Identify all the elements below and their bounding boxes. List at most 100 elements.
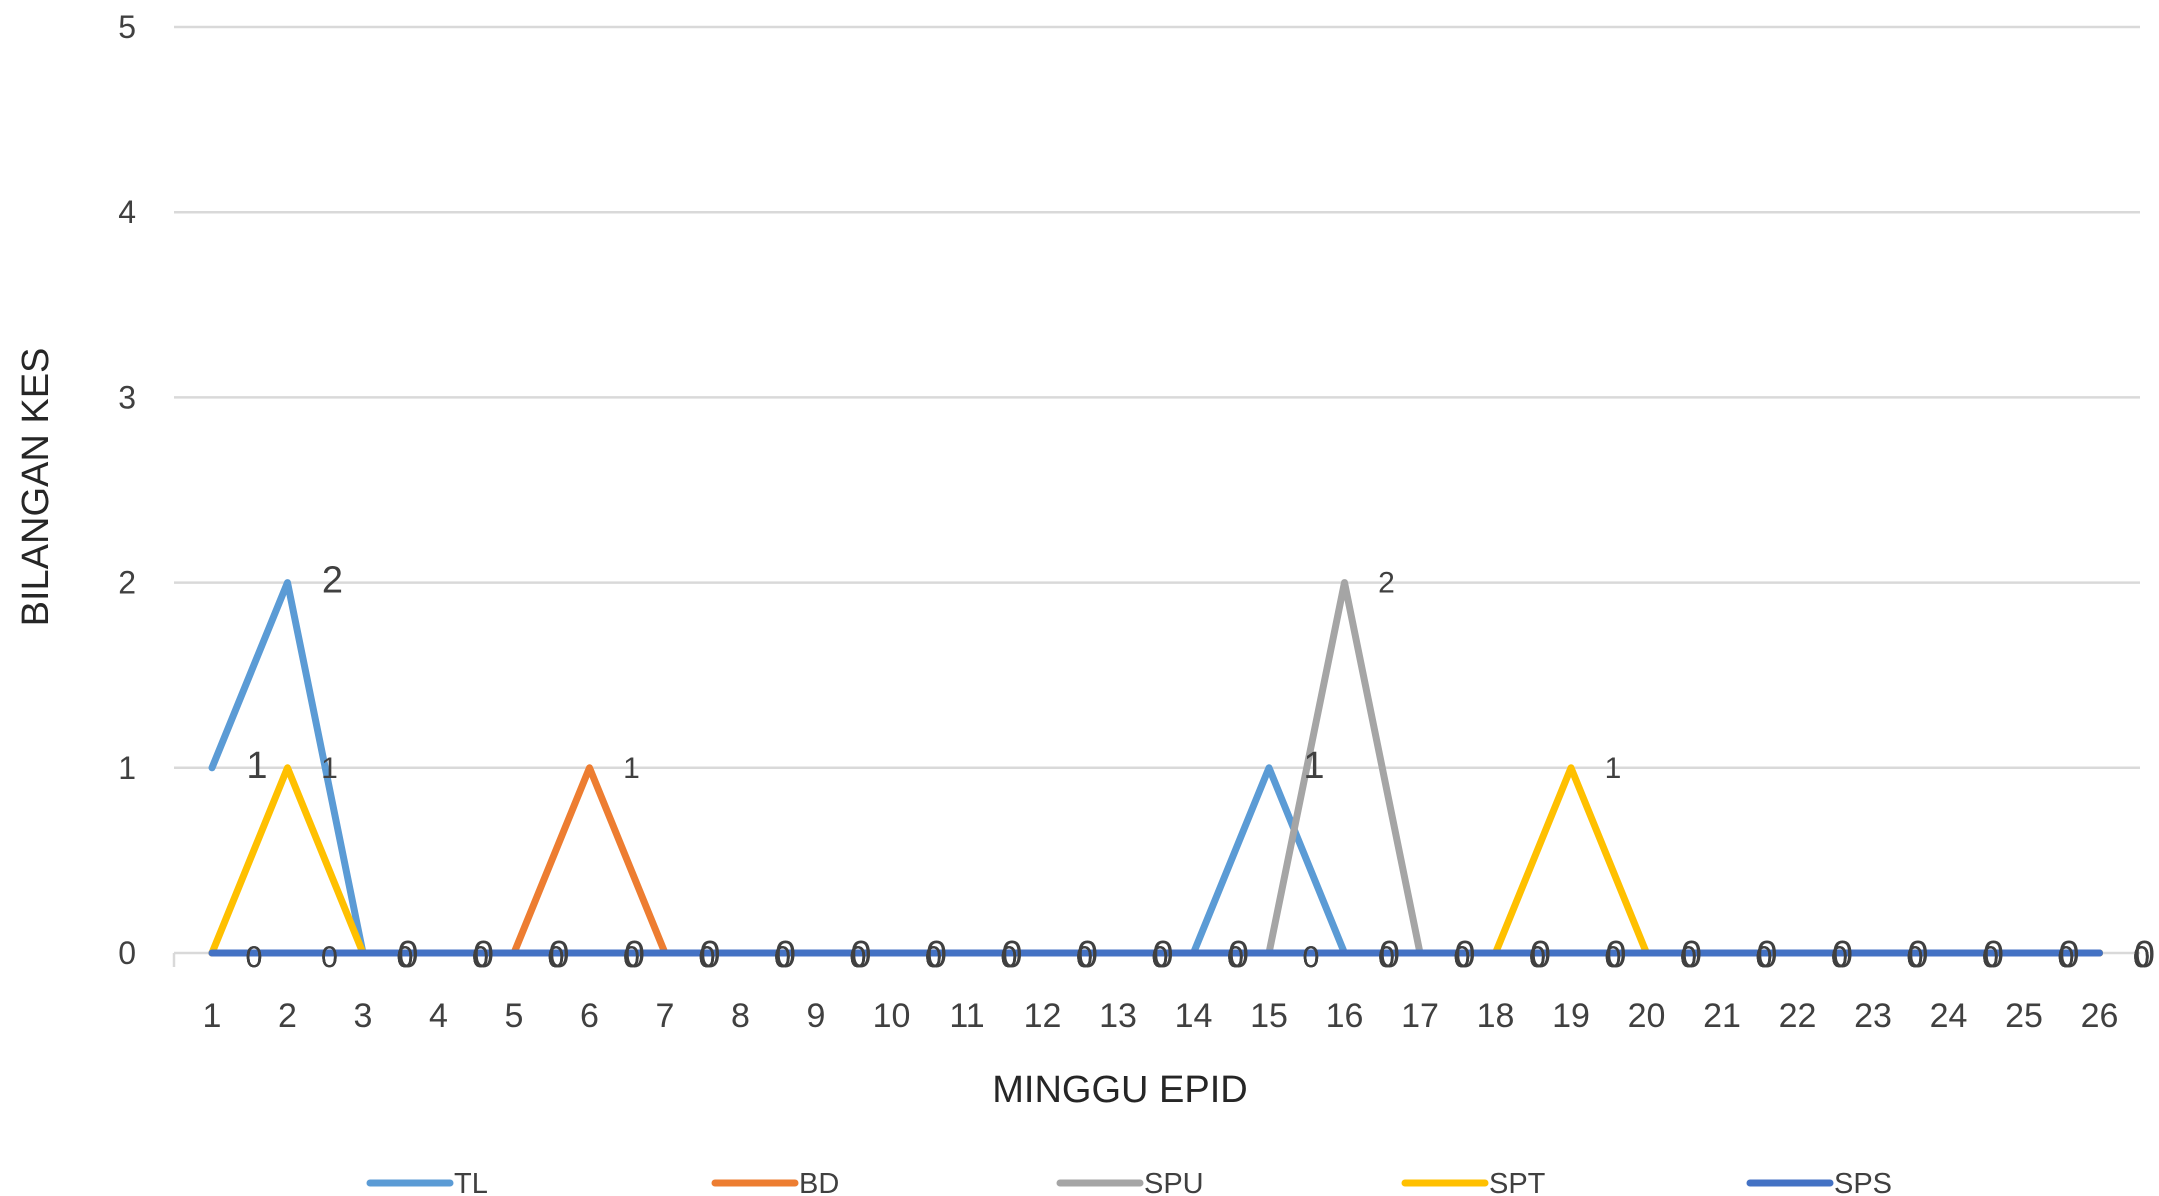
data-label-spu: 0: [1152, 941, 1169, 974]
data-label-bd: 0: [246, 941, 263, 974]
data-label-bd: 0: [1378, 941, 1395, 974]
data-label-tl: 0: [926, 934, 947, 976]
data-label-spt: 1: [1605, 752, 1622, 785]
data-label-sps: 0: [1152, 941, 1169, 974]
data-labels: 120 0 0 0 0 0 0 0 0 0 0 010 0 0 0 0 0 0 0 0 0 00 0 0 0 010 0 0 0 0 0 0 0…: [246, 560, 2155, 976]
x-tick-label: 25: [2005, 997, 2043, 1035]
data-label-sps: 0: [1227, 941, 1244, 974]
data-label-bd: 0: [2058, 941, 2075, 974]
data-label-spt: 0: [2133, 941, 2150, 974]
data-label-sps: 0: [1756, 941, 1773, 974]
legend-label-tl: TL: [454, 1168, 488, 1196]
data-label-spt: 0: [1982, 941, 1999, 974]
series-line-spt: [208, 764, 2103, 957]
data-label-spt: 0: [1831, 941, 1848, 974]
data-label-tl: 0: [2134, 934, 2155, 976]
data-label-spu: 0: [925, 941, 942, 974]
data-label-spt: 0: [623, 941, 640, 974]
data-label-tl: 0: [850, 934, 871, 976]
y-tick-label: 1: [118, 750, 136, 786]
x-tick-label: 6: [580, 997, 599, 1035]
data-label-spu: 0: [548, 941, 565, 974]
x-tick-label: 26: [2081, 997, 2119, 1035]
data-label-spu: 0: [1907, 941, 1924, 974]
data-label-spu: 0: [1605, 941, 1622, 974]
x-tick-label: 21: [1703, 997, 1741, 1035]
x-tick-label: 1: [203, 997, 222, 1035]
data-label-spu: 0: [1680, 941, 1697, 974]
data-label-tl: 2: [322, 560, 343, 602]
data-label-spt: 0: [1378, 941, 1395, 974]
data-label-tl: 0: [1454, 934, 1475, 976]
x-tick-label: 3: [354, 997, 373, 1035]
data-label-spu: 0: [1529, 941, 1546, 974]
data-label-sps: 0: [1378, 941, 1395, 974]
data-label-spu: 0: [1227, 941, 1244, 974]
data-label-bd: 0: [774, 941, 791, 974]
data-label-spt: 0: [1756, 941, 1773, 974]
data-label-spu: 0: [397, 941, 414, 974]
data-label-sps: 0: [925, 941, 942, 974]
data-label-tl: 1: [246, 745, 267, 787]
data-label-spt: 0: [1001, 941, 1018, 974]
data-label-tl: 0: [1983, 934, 2004, 976]
y-tick-label: 4: [118, 194, 136, 230]
data-label-bd: 0: [321, 941, 338, 974]
data-label-sps: 0: [2058, 941, 2075, 974]
data-label-bd: 0: [1076, 941, 1093, 974]
data-label-bd: 0: [1152, 941, 1169, 974]
x-tick-label: 16: [1326, 997, 1364, 1035]
data-label-spt: 0: [2058, 941, 2075, 974]
data-label-spu: 0: [699, 941, 716, 974]
data-label-tl: 0: [473, 934, 494, 976]
data-label-bd: 0: [1529, 941, 1546, 974]
data-label-spu: 0: [1303, 941, 1320, 974]
x-tick-label: 17: [1401, 997, 1439, 1035]
data-label-spu: 0: [1756, 941, 1773, 974]
data-label-spt: 0: [774, 941, 791, 974]
x-tick-label: 18: [1477, 997, 1515, 1035]
data-label-spu: 0: [1454, 941, 1471, 974]
data-label-spt: 0: [246, 941, 263, 974]
data-label-spu: 0: [472, 941, 489, 974]
data-label-bd: 0: [1001, 941, 1018, 974]
data-label-sps: 0: [397, 941, 414, 974]
data-label-tl: 0: [397, 934, 418, 976]
data-label-bd: 0: [1756, 941, 1773, 974]
x-tick-label: 24: [1930, 997, 1968, 1035]
data-label-tl: 0: [1228, 934, 1249, 976]
data-label-spt: 1: [321, 752, 338, 785]
data-label-sps: 0: [472, 941, 489, 974]
data-label-sps: 0: [1907, 941, 1924, 974]
data-label-spt: 0: [1529, 941, 1546, 974]
data-label-sps: 0: [321, 941, 338, 974]
series-line-bd: [208, 764, 2103, 957]
y-tick-label: 3: [118, 379, 136, 415]
data-label-spu: 0: [321, 941, 338, 974]
data-label-sps: 0: [623, 941, 640, 974]
legend-label-spu: SPU: [1144, 1168, 1204, 1196]
data-label-spt: 0: [397, 941, 414, 974]
data-label-spu: 0: [1001, 941, 1018, 974]
x-tick-label: 11: [949, 997, 984, 1035]
y-axis-title: BILANGAN KES: [15, 348, 57, 627]
data-label-tl: 0: [1077, 934, 1098, 976]
data-label-spu: 0: [850, 941, 867, 974]
data-label-sps: 0: [1303, 941, 1320, 974]
data-label-tl: 0: [1530, 934, 1551, 976]
x-tick-label: 8: [731, 997, 750, 1035]
data-label-tl: 0: [1605, 934, 1626, 976]
data-label-spt: 0: [1076, 941, 1093, 974]
data-label-spu: 0: [2058, 941, 2075, 974]
x-tick-label: 23: [1854, 997, 1892, 1035]
data-label-bd: 0: [1303, 941, 1320, 974]
data-label-sps: 0: [246, 941, 263, 974]
data-label-tl: 0: [1681, 934, 1702, 976]
data-label-tl: 0: [699, 934, 720, 976]
data-label-sps: 0: [1982, 941, 1999, 974]
x-axis-title: MINGGU EPID: [992, 1069, 1247, 1111]
x-tick-label: 19: [1552, 997, 1590, 1035]
data-label-tl: 0: [1379, 934, 1400, 976]
data-label-sps: 0: [1605, 941, 1622, 974]
